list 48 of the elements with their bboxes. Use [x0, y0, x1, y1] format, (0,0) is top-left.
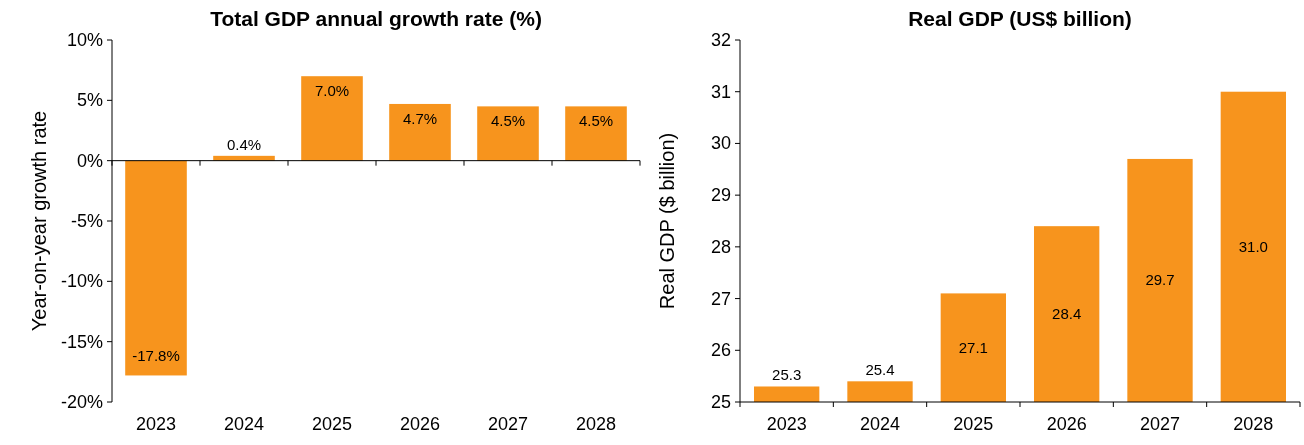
x-tick-label: 2023: [766, 414, 807, 434]
y-tick-label: 28: [710, 236, 731, 257]
x-tick-label: 2026: [1046, 414, 1087, 434]
x-tick-label: 2023: [135, 414, 177, 434]
y-tick-label: 29: [710, 185, 731, 206]
y-tick-label: -20%: [60, 392, 103, 412]
y-tick-label: 10%: [66, 30, 103, 50]
y-axis-title: Real GDP ($ billion): [656, 132, 678, 310]
x-tick-label: 2024: [859, 414, 901, 434]
data-label: 7.0%: [314, 82, 350, 100]
y-tick-label: 27: [710, 288, 731, 309]
data-label: 28.4: [1052, 305, 1082, 323]
x-tick-label: 2024: [223, 414, 265, 434]
x-tick-label: 2025: [311, 414, 353, 434]
data-label: 31.0: [1238, 237, 1268, 255]
y-tick-label: 32: [710, 30, 731, 50]
x-tick-label: 2027: [1139, 414, 1181, 434]
bar: [477, 106, 539, 161]
bar: [389, 103, 451, 161]
y-tick-label: -5%: [70, 211, 103, 231]
x-tick-label: 2026: [399, 414, 441, 434]
y-axis-title: Year-on-year growth rate: [28, 110, 50, 332]
y-tick-label: 0%: [76, 150, 103, 171]
bar: [565, 106, 627, 161]
y-tick-label: 30: [710, 133, 731, 154]
data-label: -17.8%: [132, 347, 180, 365]
chart-title: Total GDP annual growth rate (%): [210, 7, 542, 30]
x-tick-label: 2027: [487, 414, 529, 434]
x-tick-label: 2028: [1233, 414, 1274, 434]
x-tick-label: 2028: [575, 414, 617, 434]
data-label: 4.5%: [490, 112, 526, 130]
data-label: 0.4%: [226, 135, 262, 153]
data-label: 4.5%: [578, 112, 614, 130]
y-tick-label: 25: [710, 392, 731, 412]
data-label: 27.1: [958, 338, 988, 356]
data-label: 25.4: [865, 361, 895, 379]
y-tick-label: 5%: [76, 90, 103, 111]
data-label: 4.7%: [402, 109, 438, 127]
data-label: 25.3: [772, 366, 802, 384]
y-tick-label: 31: [710, 81, 731, 102]
y-tick-label: -15%: [60, 331, 103, 352]
bar: [301, 76, 363, 161]
y-tick-label: -10%: [60, 271, 103, 292]
bar: [125, 160, 187, 376]
data-label: 29.7: [1145, 271, 1175, 289]
y-tick-label: 26: [710, 340, 731, 361]
chart-title: Real GDP (US$ billion): [908, 7, 1132, 30]
x-tick-label: 2025: [953, 414, 994, 434]
